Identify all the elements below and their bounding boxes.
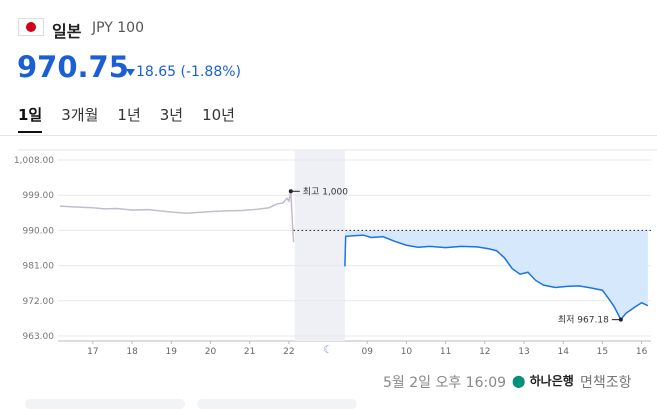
tab[interactable]: 1년 [117, 106, 141, 124]
x-tick-label: 22 [283, 347, 294, 357]
y-tick-label: 963.00 [23, 332, 55, 342]
flag-japan [18, 18, 44, 36]
divider [0, 135, 657, 136]
x-tick-label: 10 [401, 347, 413, 357]
card [197, 399, 357, 409]
x-tick-label: 21 [244, 347, 255, 357]
change: 18.65 (-1.88%) [136, 64, 241, 80]
x-tick-label: 14 [557, 347, 569, 357]
tab[interactable]: 3년 [159, 106, 184, 124]
chart: ☾ 963.00 972.00 981.00 990.00 999.00 1,008.00… [14, 149, 657, 357]
x-tick-label: 20 [205, 347, 217, 357]
y-tick-label: 1,008.00 [14, 156, 54, 166]
bank-name: 하나은행 [529, 374, 574, 388]
x-tick-label: 18 [126, 347, 138, 357]
area-fill [344, 230, 648, 320]
x-tick-label: 15 [597, 347, 608, 357]
timestamp: 5월 2일 오후 16:09 [383, 375, 507, 391]
card [25, 399, 185, 409]
annotation-dot [288, 189, 293, 194]
off-hours-band [294, 150, 345, 341]
tab-bar: 1일 3개월 1년 3년 10년 [18, 104, 235, 133]
price: 970.75 [17, 50, 129, 84]
x-tick-label: 13 [518, 347, 529, 357]
annotation-label: 최고 1,000 [303, 186, 348, 197]
down-arrow [126, 69, 135, 76]
y-tick-label: 990.00 [23, 226, 55, 236]
change-value: 18.65 [136, 64, 177, 80]
x-tick-label: 19 [166, 347, 178, 357]
logo-icon: ⬤ [512, 374, 526, 388]
tab[interactable]: 10년 [202, 106, 235, 124]
y-tick-label: 981.00 [23, 262, 55, 272]
x-tick-label: 11 [440, 347, 451, 357]
tab[interactable]: 1일 [18, 104, 43, 133]
line-series [59, 191, 295, 243]
currency-code: JPY 100 [92, 20, 144, 36]
change-pct: (-1.88%) [180, 64, 241, 80]
y-tick-label: 999.00 [23, 191, 55, 201]
annotation-dot [618, 317, 623, 322]
line-series [344, 234, 649, 322]
x-tick-label: 17 [87, 347, 98, 357]
tab[interactable]: 3개월 [61, 106, 99, 124]
currency-name: 일본 [52, 22, 82, 41]
night-icon: ☾ [323, 343, 333, 356]
y-tick-label: 972.00 [23, 297, 55, 307]
annotation-label: 최저 967.18 [558, 315, 609, 326]
x-tick-label: 12 [479, 347, 490, 357]
disclaimer-link[interactable]: 면책조항 [580, 375, 632, 391]
x-tick-label: 16 [636, 347, 648, 357]
x-tick-label: 09 [362, 347, 374, 357]
bank-logo: ⬤ 하나은행 [512, 372, 574, 389]
